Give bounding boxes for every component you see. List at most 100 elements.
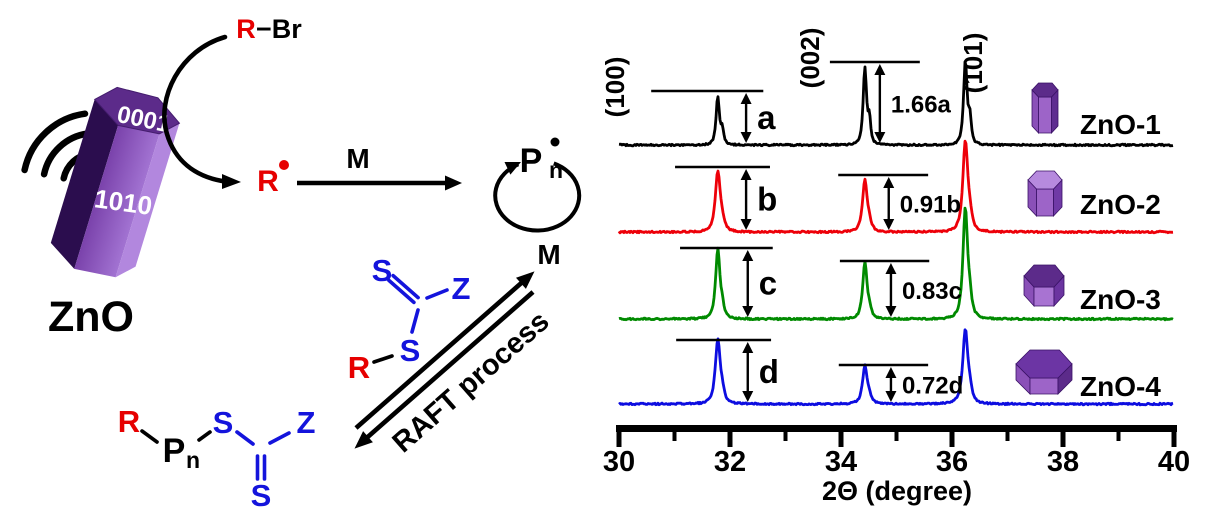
propagation-cycle: P n M — [493, 137, 582, 270]
crystal-shape-icon-front-face — [1038, 96, 1052, 134]
hkl-peak-label: (002) — [795, 28, 825, 89]
intensity-ratio-label: 0.91b — [900, 192, 961, 219]
intensity-arrow-head-bottom — [742, 306, 754, 317]
intensity-arrow-head-top — [740, 93, 752, 104]
intensity-arrow-head-bottom — [740, 132, 752, 143]
cs-double-bond-1 — [387, 278, 416, 305]
monomer-bottom-label: M — [537, 239, 560, 270]
equilibrium-arrow-head-up — [516, 271, 535, 289]
crystal-shape-icon-top-face — [1015, 349, 1073, 379]
radical-r-label: R — [257, 165, 279, 198]
rs-bond — [372, 354, 394, 364]
cta-bottom-z: Z — [297, 405, 316, 440]
cta-top-z: Z — [452, 271, 471, 306]
crystal-front-face — [74, 125, 160, 278]
x-axis-tick-label: 38 — [1047, 446, 1079, 478]
cta-top-s-single: S — [400, 333, 421, 368]
x-axis-title: 2Θ (degree) — [822, 476, 972, 506]
homolysis-curved-arrow — [162, 34, 228, 184]
intensity-arrow-head-top — [885, 263, 897, 274]
xrd-trace-zno-4 — [618, 328, 1174, 407]
crystal-top-face — [93, 86, 181, 135]
intensity-arrow-head-top — [740, 169, 752, 180]
hkl-peak-label: (101) — [958, 33, 988, 94]
crystal-shape-icon-front-face — [1033, 286, 1055, 307]
crystal-left-face — [50, 99, 119, 269]
cta-bottom-r: R — [118, 404, 140, 439]
xrd-trace-zno-3 — [618, 206, 1174, 322]
crystal-shape-icon-front-face — [1036, 188, 1054, 217]
zno-label: ZnO — [48, 293, 134, 341]
series-label-zno-4: ZnO-4 — [1080, 371, 1161, 402]
x-axis-tick-label: 30 — [603, 446, 635, 478]
r-pn-bond — [140, 429, 159, 444]
cta-top-r: R — [348, 350, 370, 385]
sonication-zno-illustration: 0001 1010 ZnO — [21, 86, 181, 341]
curved-arrow-head — [222, 174, 241, 189]
intensity-ratio-label: 0.83c — [902, 278, 962, 305]
series-label-zno-3: ZnO-3 — [1080, 284, 1161, 315]
intensity-arrow-head-bottom — [742, 391, 754, 402]
propagating-chain-sub-n: n — [549, 157, 563, 183]
initiator-r-label: R — [236, 14, 256, 44]
x-axis-tick-label: 36 — [936, 446, 968, 478]
cs-single-bond — [410, 308, 420, 334]
zno-crystal — [50, 86, 181, 278]
xrd-chart: 30 32 34 36 38 40 a 1.66a ZnO-1 b 0.91b ZnO-2 c 0.83c… — [600, 28, 1190, 478]
equilibrium-arrow-line-down — [360, 290, 535, 444]
x-axis-tick-label: 34 — [825, 446, 857, 478]
cta-structure-bottom: R P n S Z S — [118, 404, 316, 513]
crystal-shape-icon-top-face — [1023, 264, 1065, 288]
c-z-bond — [268, 431, 291, 445]
intensity-ratio-label: 1.66a — [891, 92, 952, 119]
series-label-zno-1: ZnO-1 — [1080, 109, 1161, 140]
pn-s-bond — [197, 430, 212, 442]
series-label-zno-2: ZnO-2 — [1080, 189, 1161, 220]
intensity-arrow-head-top — [742, 250, 754, 261]
equilibrium-arrows-icon — [354, 276, 529, 430]
intensity-ratio-label: b — [757, 181, 777, 218]
propagation-arrow-head — [445, 175, 462, 191]
cta-structure-top: S Z S R — [348, 253, 471, 385]
intensity-arrow-head-top — [885, 367, 897, 378]
radical-dot — [279, 160, 289, 170]
hkl-peak-label: (100) — [600, 57, 630, 118]
initiation-scheme: R −Br R M — [162, 14, 462, 198]
crystal-right-face — [115, 123, 180, 278]
propagating-chain-p: P — [520, 142, 543, 180]
intensity-arrow-head-top — [742, 342, 754, 353]
intensity-arrow-head-bottom — [885, 306, 897, 317]
intensity-arrow-head-bottom — [885, 391, 897, 402]
cta-top-s-double: S — [372, 253, 393, 288]
cycle-arrow-head — [504, 162, 521, 175]
monomer-top-label: M — [346, 143, 369, 174]
x-axis-tick-label: 40 — [1158, 446, 1190, 478]
intensity-arrow-head-top — [883, 177, 895, 188]
intensity-arrow-head-top — [874, 64, 886, 75]
propagating-radical-dot — [550, 137, 560, 147]
initiator-br-label: −Br — [256, 14, 302, 44]
crystal-shape-icon-top-face — [1031, 82, 1059, 98]
intensity-ratio-label: c — [759, 265, 777, 302]
cta-bottom-p-sub: n — [186, 447, 200, 473]
s-c-bond — [235, 430, 255, 446]
xrd-trace-zno-2 — [617, 139, 1174, 235]
intensity-ratio-label: a — [757, 99, 776, 136]
cz-bond — [425, 288, 449, 300]
cycle-arrow-icon — [493, 161, 582, 233]
intensity-arrow-head-bottom — [883, 219, 895, 230]
cta-bottom-p: P — [163, 432, 186, 470]
crystal-shape-icon-front-face — [1029, 377, 1059, 395]
cs-double-bond-2 — [391, 273, 420, 300]
cta-bottom-s-single: S — [213, 405, 234, 440]
intensity-ratio-label: d — [759, 353, 779, 390]
intensity-arrow-head-bottom — [740, 219, 752, 230]
cta-bottom-s-double: S — [251, 478, 272, 513]
x-axis-tick-label: 32 — [714, 446, 746, 478]
equilibrium-arrow-head-down — [354, 431, 373, 449]
intensity-arrow-head-bottom — [874, 132, 886, 143]
crystal-shape-icon-top-face — [1027, 170, 1063, 190]
xrd-trace-zno-1 — [618, 60, 1174, 148]
